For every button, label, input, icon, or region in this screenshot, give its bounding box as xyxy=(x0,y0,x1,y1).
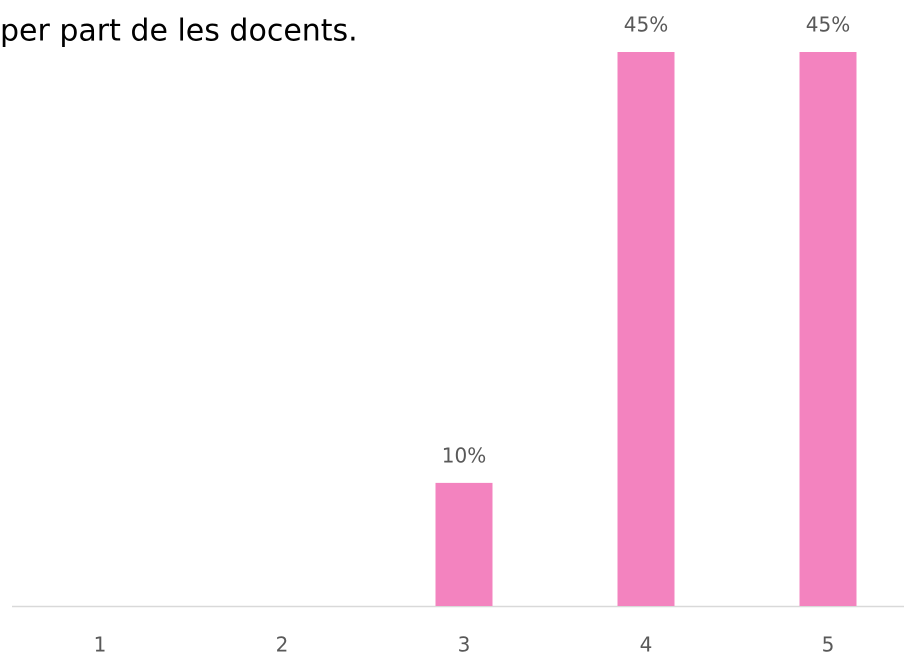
bar xyxy=(617,52,675,606)
x-tick-label: 1 xyxy=(94,633,107,657)
x-tick-label: 3 xyxy=(458,633,471,657)
bar xyxy=(799,52,857,606)
chart-title: per part de les docents. xyxy=(0,14,358,49)
data-label: 45% xyxy=(806,13,850,37)
x-tick-label: 5 xyxy=(822,633,835,657)
x-tick-label: 4 xyxy=(640,633,653,657)
x-tick-label: 2 xyxy=(276,633,289,657)
data-label: 10% xyxy=(442,443,486,467)
data-label: 45% xyxy=(624,13,668,37)
bar xyxy=(435,482,493,606)
